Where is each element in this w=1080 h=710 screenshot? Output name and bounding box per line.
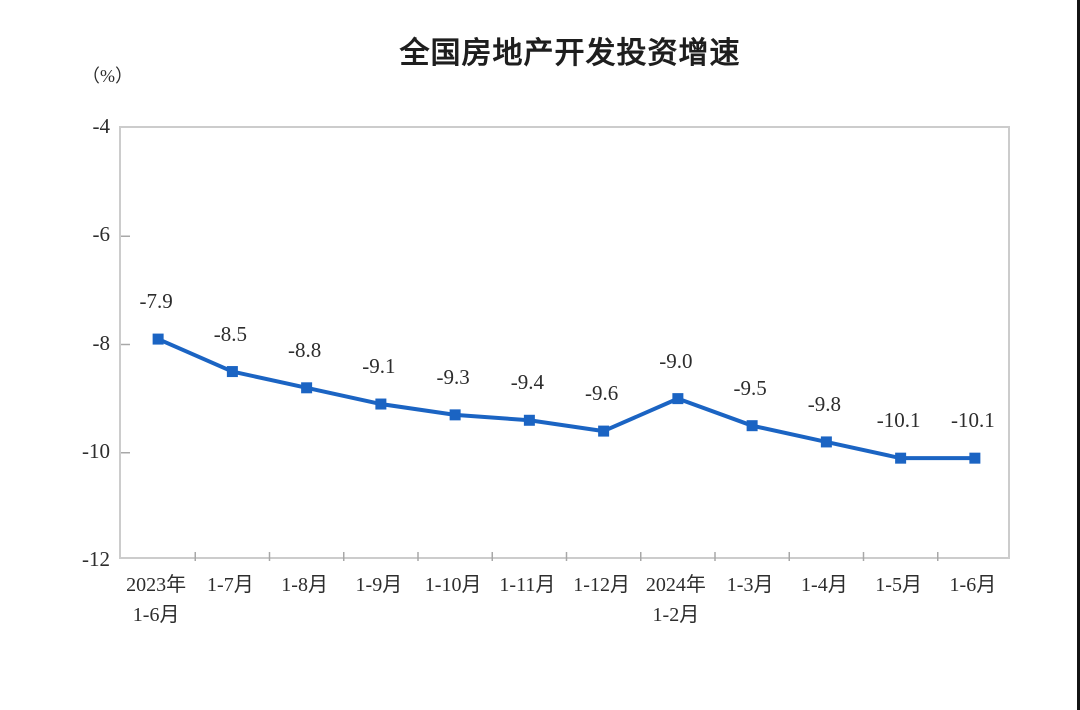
x-axis-category-label: 1-12月	[573, 574, 630, 596]
data-point-marker	[895, 452, 907, 464]
x-axis-category-label: 1-10月	[424, 574, 482, 596]
data-point-marker	[375, 398, 387, 410]
x-axis-category-label: 1-11月	[499, 574, 556, 596]
data-point-marker	[226, 366, 238, 378]
x-axis-category-label: 1-7月	[207, 574, 254, 596]
x-axis-category-label: 1-5月	[875, 574, 922, 596]
data-point-marker	[820, 436, 832, 448]
window-right-edge	[1077, 0, 1080, 710]
data-point-label: -10.1	[951, 408, 995, 433]
data-point-label: -9.0	[659, 348, 693, 373]
data-point-label: -8.8	[288, 337, 322, 362]
data-point-label: -9.1	[362, 354, 396, 379]
x-axis-category-label: 1-3月	[726, 574, 774, 596]
data-point-label: -9.3	[436, 364, 470, 389]
plot-area	[119, 126, 1010, 561]
data-point-marker	[672, 393, 684, 405]
x-axis-category-label: 1-8月	[281, 574, 328, 596]
y-axis-tick-label: -8	[92, 330, 111, 355]
data-point-label: -10.1	[876, 408, 921, 433]
y-axis-tick-label: -4	[92, 114, 111, 138]
data-point-label: -7.9	[139, 289, 173, 314]
data-point-label: -9.8	[807, 391, 841, 416]
x-axis-category-label: 2023年 1-6月	[126, 574, 187, 626]
data-point-marker	[598, 425, 610, 437]
data-point-marker	[152, 333, 164, 345]
line-chart-svg	[121, 235, 981, 561]
data-point-marker	[301, 382, 313, 394]
x-axis-category-label: 1-6月	[949, 574, 997, 596]
y-axis-tick-label: -6	[92, 222, 111, 247]
data-point-marker	[523, 414, 535, 426]
data-point-marker	[746, 420, 758, 432]
data-point-label: -9.4	[510, 370, 544, 395]
y-axis-unit-label: （%）	[82, 66, 133, 86]
y-axis-tick-label: -10	[82, 438, 110, 463]
x-axis-category-label: 2024年 1-2月	[645, 574, 706, 626]
data-point-label: -9.5	[733, 375, 767, 400]
data-point-marker	[449, 409, 461, 421]
y-axis-tick-label: -12	[82, 547, 110, 571]
series-line	[156, 337, 977, 461]
data-point-marker	[969, 452, 981, 464]
x-axis-category-label: 1-9月	[355, 574, 403, 596]
x-axis-category-label: 1-4月	[801, 574, 848, 596]
data-point-label: -9.6	[585, 381, 619, 406]
chart-title: 全国房地产开发投资增速	[399, 37, 741, 70]
data-point-label: -8.5	[213, 321, 247, 346]
